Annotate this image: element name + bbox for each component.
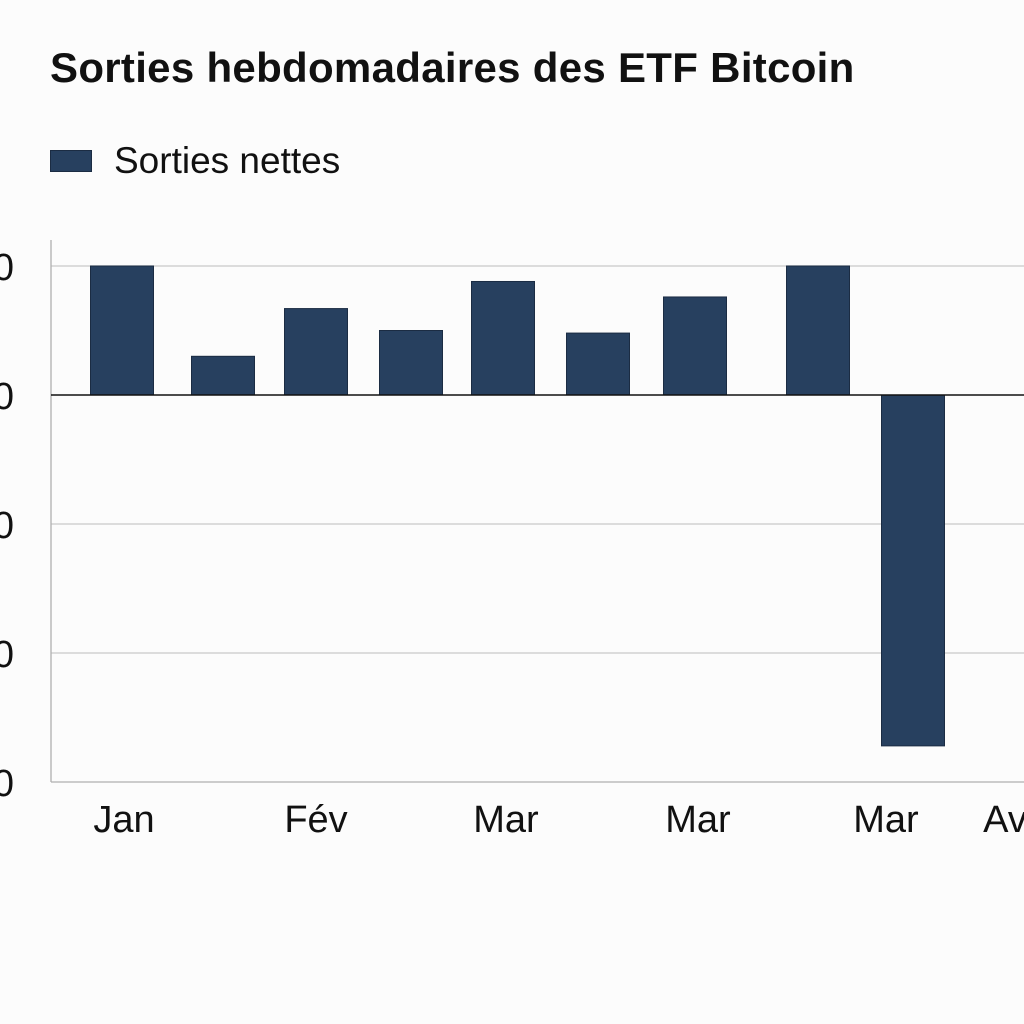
bar — [881, 394, 945, 747]
x-tick-label: Mar — [473, 799, 539, 841]
bar — [663, 296, 727, 396]
x-tick-label: Jan — [93, 799, 154, 841]
y-tick-label: 0 — [0, 376, 14, 418]
y-tick-label: 0 — [0, 634, 14, 676]
y-tick-label: 0 — [0, 763, 14, 805]
legend: Sorties nettes — [50, 140, 340, 182]
bar — [471, 280, 535, 396]
y-tick-label: 0 — [0, 247, 14, 289]
y-tick-label: 0 — [0, 505, 14, 547]
legend-swatch — [50, 150, 92, 172]
bar — [191, 355, 255, 396]
x-tick-label: Fév — [284, 799, 347, 841]
legend-label: Sorties nettes — [114, 140, 341, 181]
x-tick-label: Mar — [665, 799, 731, 841]
chart-title: Sorties hebdomadaires des ETF Bitcoin — [50, 44, 855, 91]
bar — [786, 265, 850, 396]
x-tick-label: Mar — [853, 799, 919, 841]
bar — [566, 332, 630, 396]
bar — [90, 265, 154, 396]
bar — [284, 308, 348, 396]
bar — [379, 330, 443, 396]
x-tick-label: Av — [983, 799, 1024, 841]
